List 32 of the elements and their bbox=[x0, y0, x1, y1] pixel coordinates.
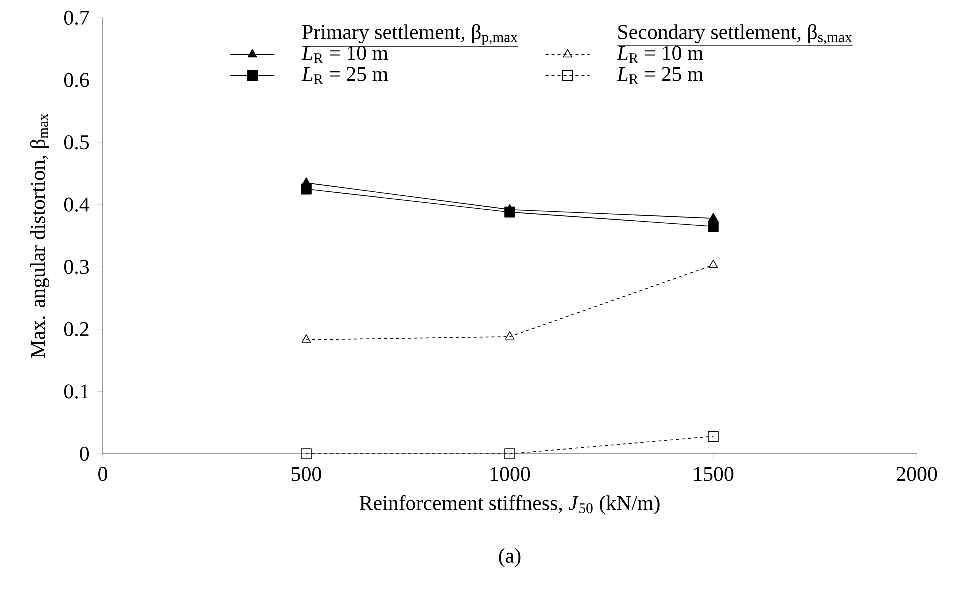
y-tick-label: 0.5 bbox=[64, 135, 90, 150]
point bbox=[708, 260, 718, 268]
y-axis-title: Max. angular distortion, β$_{max}$ bbox=[30, 114, 50, 358]
legend-label: L$_{R}$ = 25 m bbox=[616, 67, 704, 84]
x-tick-label: 500 bbox=[292, 467, 322, 482]
y-tick-label: 0 bbox=[80, 446, 90, 462]
y-tick-label: 0.4 bbox=[64, 198, 90, 212]
point bbox=[708, 221, 719, 232]
legend-label: L$_{R}$ = 10 m bbox=[302, 46, 388, 64]
point bbox=[301, 184, 312, 195]
y-tick-label: 0.6 bbox=[64, 73, 90, 88]
x-axis-title: Reinforcement stiffness, J$_{50}$ (kN/m) bbox=[360, 495, 660, 515]
y-tick-label: 0.1 bbox=[64, 384, 89, 399]
point bbox=[505, 332, 515, 340]
point bbox=[504, 448, 516, 460]
point bbox=[301, 448, 312, 460]
point bbox=[708, 213, 718, 222]
legend-label: L$_{R}$ = 25 m bbox=[302, 67, 388, 84]
x-tick-label: 1500 bbox=[694, 467, 734, 482]
point bbox=[302, 334, 312, 343]
y-tick-label: 0.3 bbox=[64, 260, 90, 274]
y-tick-label: 0.2 bbox=[64, 322, 89, 337]
x-tick-label: 0 bbox=[98, 467, 108, 482]
x-tick-label: 2000 bbox=[897, 467, 938, 482]
point bbox=[504, 206, 516, 218]
text: (a) bbox=[499, 548, 521, 568]
annotation: Primary settlement, β$_{p,max}$ bbox=[302, 24, 518, 46]
legend-label: L$_{R}$ = 10 m bbox=[616, 46, 704, 64]
point bbox=[708, 431, 719, 442]
x-tick-label: 1000 bbox=[490, 467, 530, 482]
annotation: Secondary settlement, β$_{s,max}$ bbox=[618, 24, 852, 44]
y-tick-label: 0.7 bbox=[64, 10, 90, 26]
